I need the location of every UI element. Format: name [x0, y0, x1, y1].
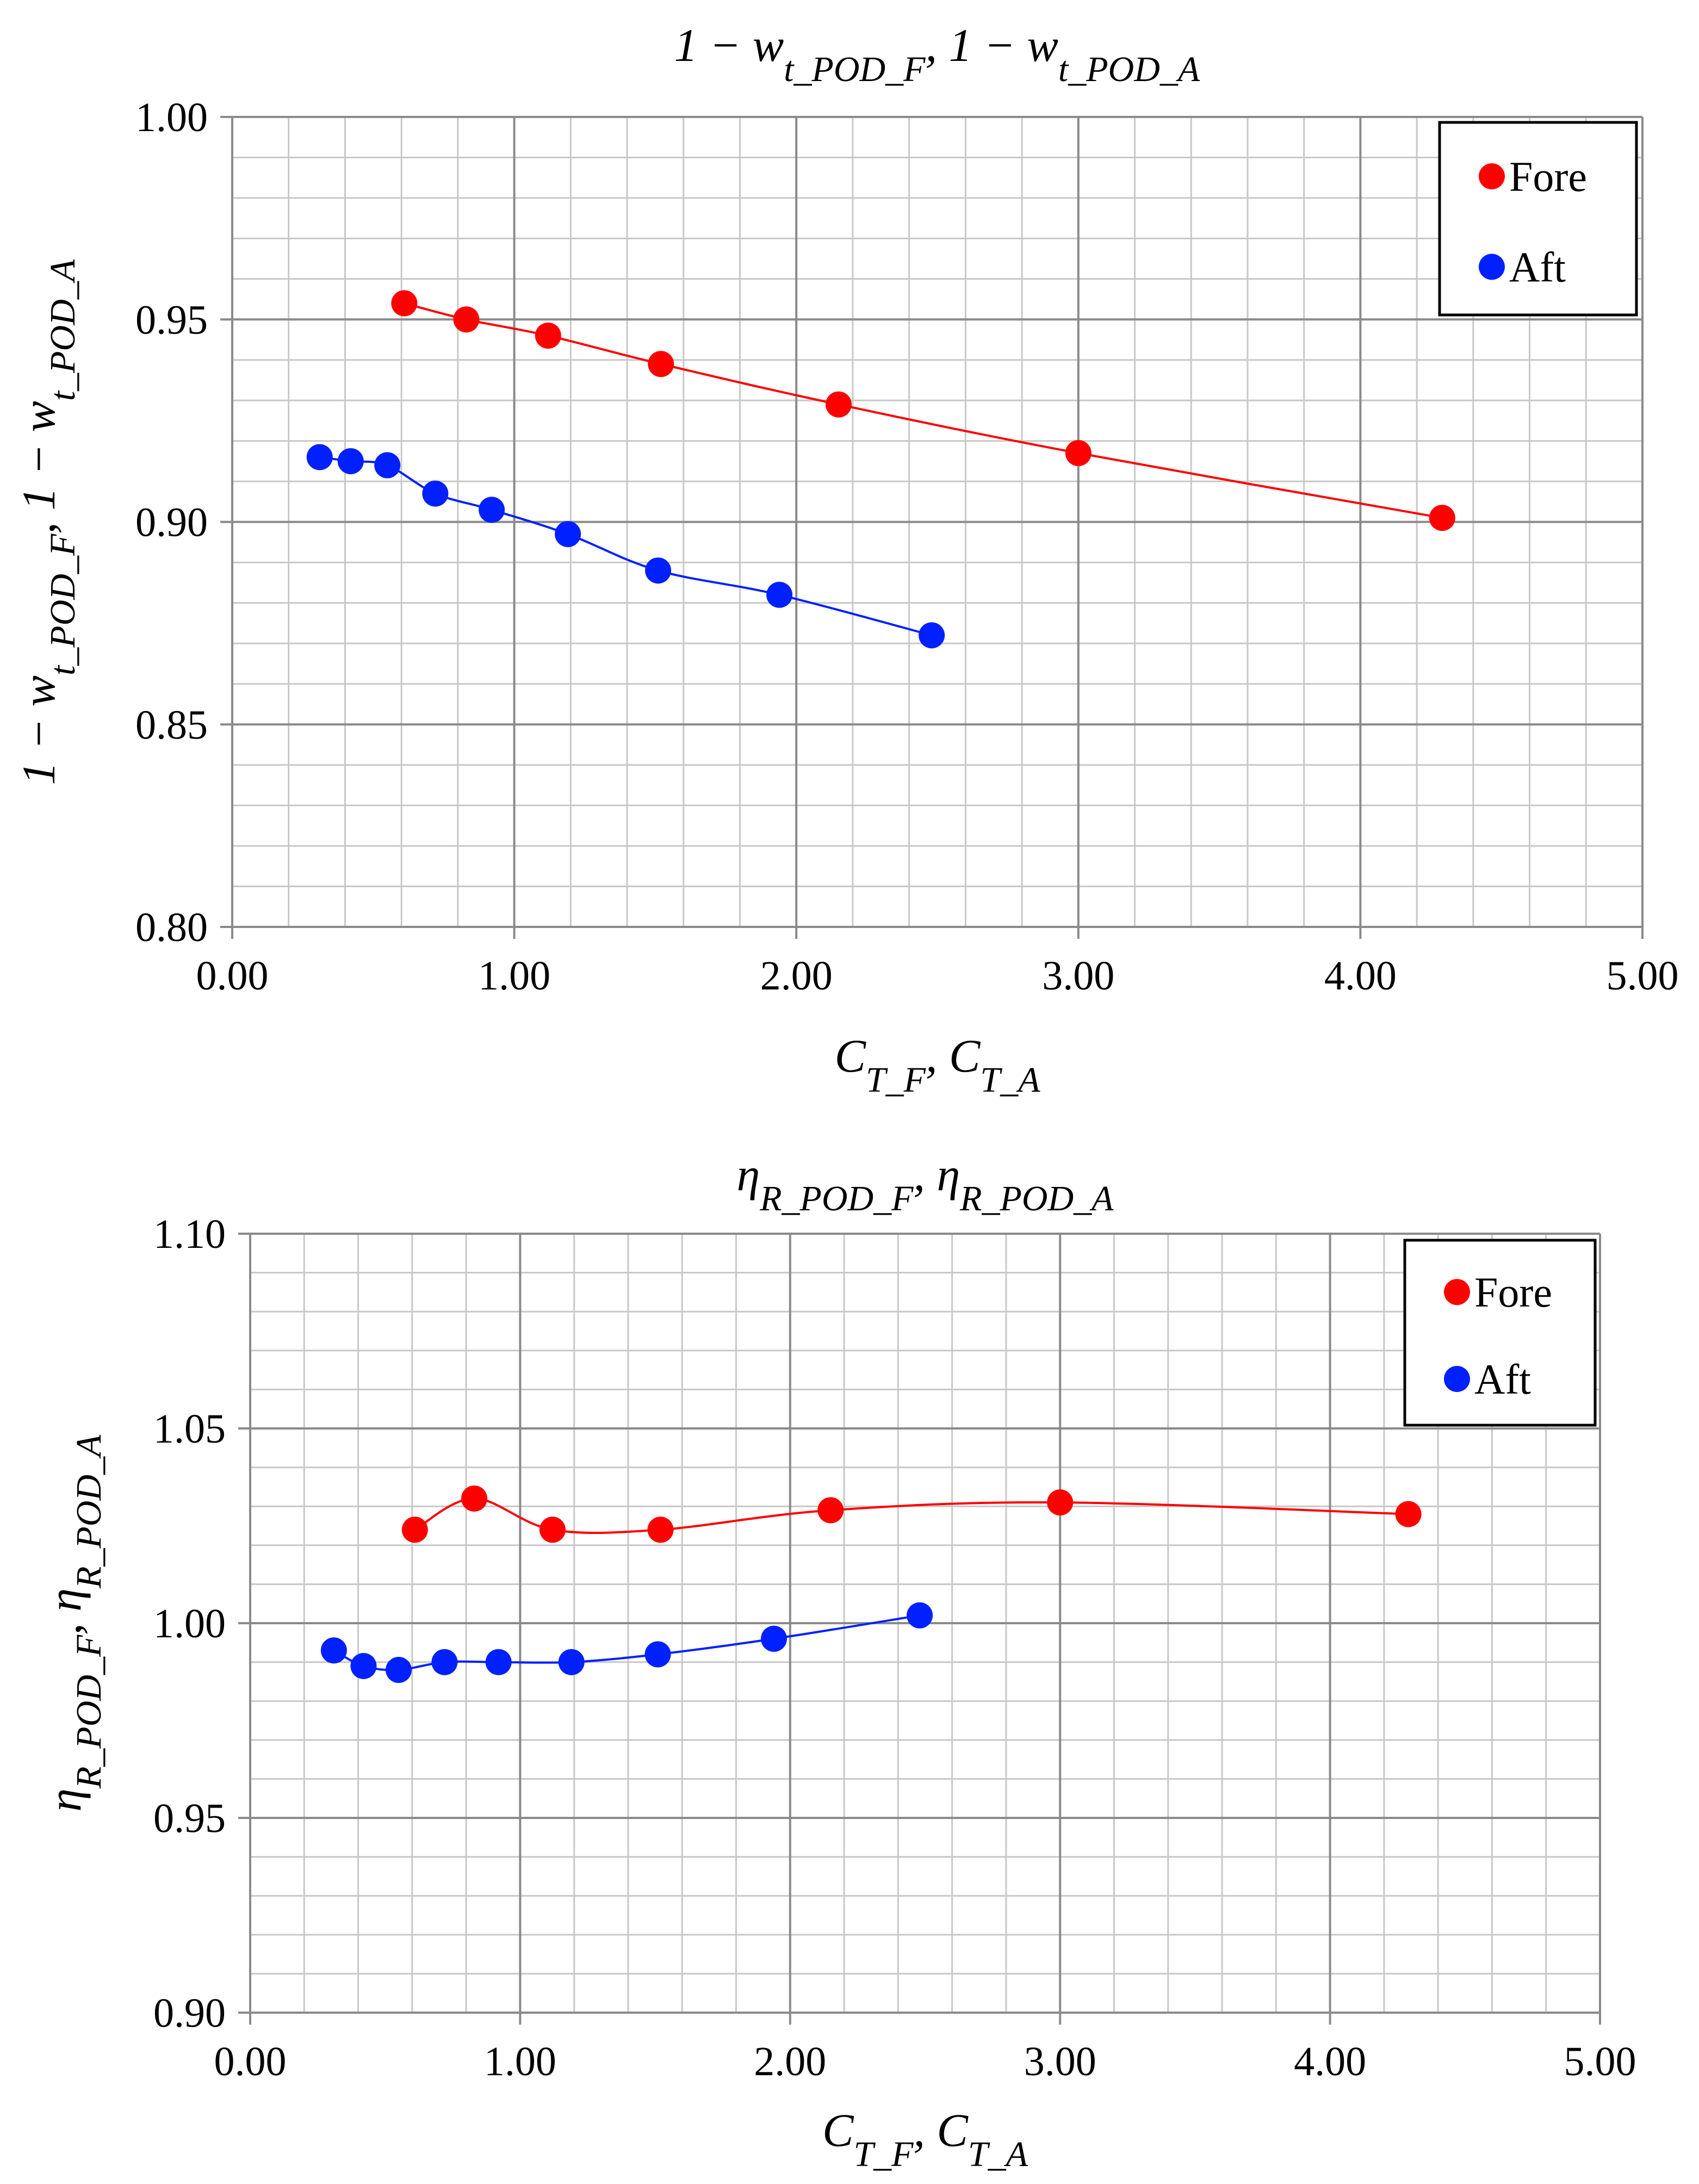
- data-point-aft: [431, 1649, 458, 1675]
- series-aft: [320, 1602, 933, 1683]
- y-tick-label: 1.05: [153, 1406, 226, 1452]
- legend-box: [1438, 121, 1638, 317]
- data-point-aft: [374, 452, 401, 479]
- data-point-aft: [306, 444, 333, 471]
- data-point-fore: [817, 1497, 844, 1524]
- chart-wake-fraction: 0.00 1.00 2.00 3.00 4.00 5.00 0.80 0.85 0.90 0.95…: [13, 19, 1679, 1100]
- x-tick-label: 3.00: [1024, 2039, 1096, 2084]
- y-tick-label: 0.85: [135, 702, 208, 748]
- data-point-fore: [1429, 505, 1455, 531]
- legend-box: [1403, 1239, 1597, 1427]
- x-tick-label: 5.00: [1564, 2039, 1636, 2084]
- legend-label-aft: Aft: [1509, 244, 1566, 291]
- trend-line-fore: [414, 1497, 1409, 1535]
- data-point-fore: [401, 1517, 428, 1543]
- legend: Fore Aft: [1438, 121, 1638, 317]
- series-aft: [306, 444, 945, 648]
- y-tick-label: 0.95: [135, 297, 208, 343]
- data-point-aft: [350, 1653, 377, 1679]
- legend: Fore Aft: [1403, 1239, 1597, 1427]
- y-axis-title: ηR_POD_F, ηR_POD_A: [39, 1434, 109, 1812]
- data-point-aft: [555, 521, 581, 547]
- series-fore: [401, 1485, 1422, 1543]
- data-point-aft: [907, 1602, 933, 1629]
- data-point-fore: [535, 323, 561, 349]
- data-point-fore: [1047, 1489, 1074, 1516]
- x-tick-label: 1.00: [484, 2039, 556, 2084]
- legend-label-fore: Fore: [1474, 1269, 1552, 1316]
- legend-marker-fore: [1479, 163, 1505, 190]
- data-point-aft: [485, 1649, 512, 1675]
- data-point-aft: [558, 1649, 585, 1675]
- data-point-fore: [461, 1485, 488, 1512]
- data-point-fore: [453, 306, 480, 333]
- y-tick-label: 1.00: [153, 1601, 226, 1647]
- y-tick-label: 1.10: [153, 1211, 226, 1257]
- y-tick-label: 0.95: [153, 1796, 226, 1841]
- data-point-fore: [539, 1517, 566, 1543]
- y-tick-label: 1.00: [135, 95, 208, 140]
- data-point-aft: [645, 557, 672, 584]
- x-tick-label: 0.00: [214, 2039, 287, 2084]
- x-tick-label: 2.00: [760, 953, 833, 999]
- data-point-aft: [644, 1641, 671, 1668]
- legend-marker-fore: [1444, 1279, 1470, 1306]
- x-axis-title: CT_F, CT_A: [835, 1030, 1040, 1100]
- y-tick-label: 0.90: [153, 1990, 226, 2036]
- trend-line-fore: [404, 302, 1443, 519]
- chart-title: ηR_POD_F, ηR_POD_A: [737, 1148, 1114, 1218]
- data-point-fore: [1065, 440, 1092, 466]
- data-point-fore: [1395, 1501, 1422, 1527]
- x-tick-label: 0.00: [196, 953, 269, 999]
- legend-marker-aft: [1444, 1366, 1470, 1392]
- data-point-aft: [422, 480, 449, 507]
- data-point-aft: [761, 1625, 788, 1652]
- legend-label-fore: Fore: [1509, 153, 1587, 200]
- x-tick-label: 5.00: [1607, 953, 1679, 999]
- data-point-fore: [825, 391, 852, 418]
- minor-gridlines: [250, 1234, 1600, 2013]
- y-tick-label: 0.90: [135, 500, 208, 546]
- data-point-aft: [337, 448, 364, 474]
- data-point-fore: [648, 351, 674, 378]
- data-point-aft: [766, 581, 793, 608]
- x-axis-title: CT_F, CT_A: [822, 2104, 1028, 2174]
- x-tick-label: 4.00: [1324, 953, 1397, 999]
- y-tick-label: 0.80: [135, 905, 208, 950]
- chart-relative-rotative-efficiency: 0.00 1.00 2.00 3.00 4.00 5.00 0.90 0.95 1.00 1.05…: [39, 1148, 1636, 2174]
- data-point-fore: [391, 290, 418, 317]
- x-tick-label: 3.00: [1042, 953, 1114, 999]
- y-axis-title: 1 − wt_POD_F, 1 − wt_POD_A: [13, 259, 83, 785]
- series-fore: [391, 290, 1455, 531]
- legend-marker-aft: [1479, 253, 1505, 280]
- data-point-aft: [386, 1656, 412, 1683]
- x-tick-label: 4.00: [1294, 2039, 1366, 2084]
- data-point-aft: [320, 1637, 347, 1664]
- data-point-aft: [919, 622, 945, 648]
- data-point-aft: [479, 497, 505, 523]
- x-tick-label: 1.00: [478, 953, 550, 999]
- x-tick-label: 2.00: [754, 2039, 826, 2084]
- data-point-fore: [647, 1517, 674, 1543]
- chart-title: 1 − wt_POD_F, 1 − wt_POD_A: [674, 19, 1200, 89]
- legend-label-aft: Aft: [1474, 1356, 1531, 1403]
